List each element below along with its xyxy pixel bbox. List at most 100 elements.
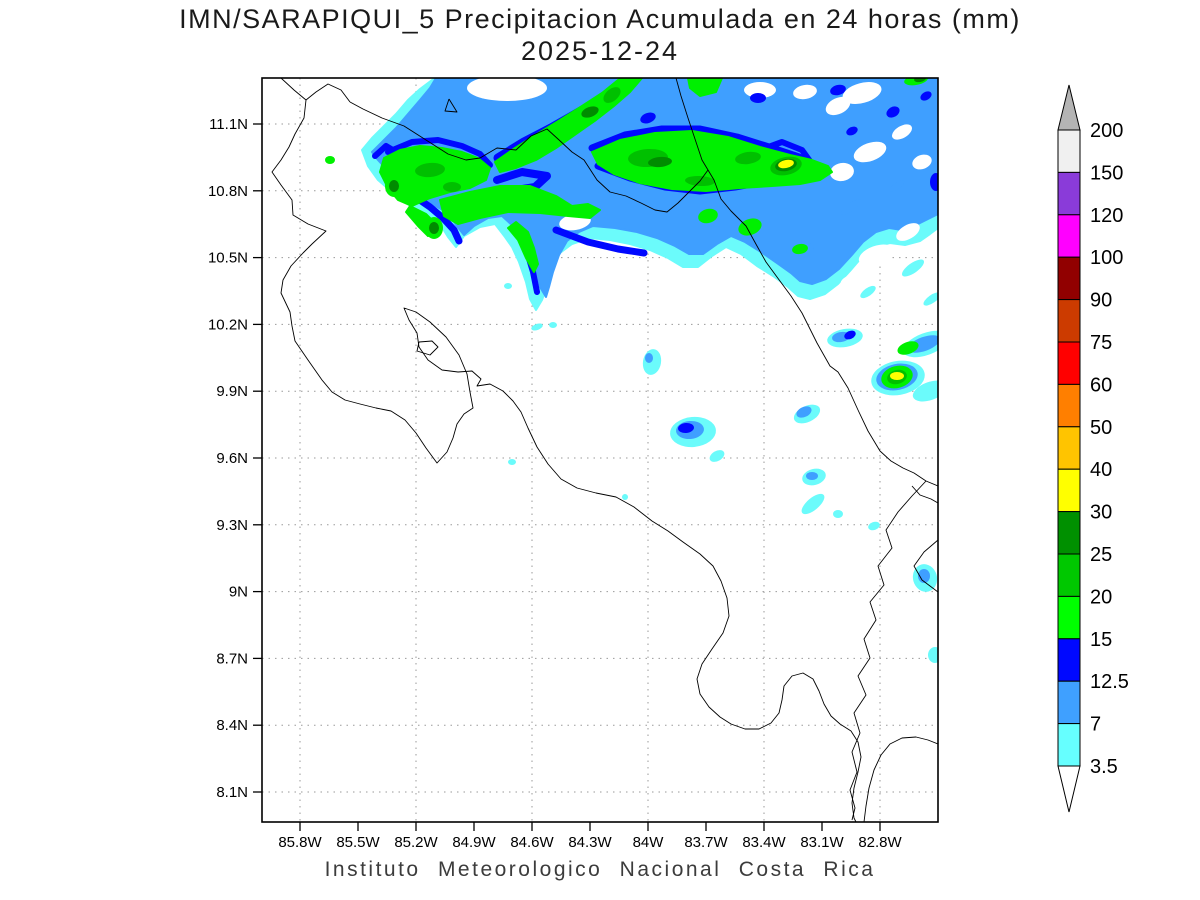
colorbar-label: 30: [1090, 502, 1112, 524]
colorbar-label: 90: [1090, 290, 1112, 312]
precip-blob-cyan: [622, 494, 628, 500]
colorbar-label: 15: [1090, 629, 1112, 651]
precip-blob-cyan: [801, 493, 825, 515]
precip-blob-cyan: [923, 292, 938, 306]
precip-blob-blue: [886, 106, 900, 118]
chiriqui-lagoon: [913, 539, 938, 593]
colorbar-arrow-bottom: [1057, 765, 1081, 813]
y-axis-label: 10.8N: [208, 183, 248, 200]
colorbar-label: 12.5: [1090, 671, 1129, 693]
precip-blob-green: [698, 208, 718, 224]
chira-island: [416, 340, 439, 356]
y-axis-label: 10.2N: [208, 316, 248, 333]
precip-blob-blue: [920, 91, 932, 101]
x-axis-label: 84W: [633, 834, 665, 851]
precip-blob-blue: [750, 93, 766, 103]
x-axis-label: 82.8W: [858, 834, 902, 851]
colorbar-box: [1057, 129, 1081, 173]
x-axis-label: 85.5W: [336, 834, 380, 851]
precip-blob-mgreen: [415, 162, 445, 178]
colorbar-label: 40: [1090, 459, 1112, 481]
pacific-coast-costa-rica: [271, 99, 862, 822]
colorbar-label: 3.5: [1090, 756, 1118, 778]
colorbar-box: [1057, 256, 1081, 301]
precip-blob-mgreen: [603, 87, 621, 103]
precip-blob-white: [842, 82, 882, 104]
precip-blob-blue: [844, 330, 856, 340]
precip-blob-white: [912, 154, 932, 170]
colorbar-box: [1057, 426, 1081, 470]
colorbar-box: [1057, 299, 1081, 343]
precip-region-green: [687, 78, 723, 97]
source-caption: Instituto Meteorologico Nacional Costa R…: [324, 858, 876, 881]
precip-blob-white: [896, 223, 920, 241]
precip-blob-green: [792, 243, 808, 255]
x-axis-label: 83.1W: [800, 834, 844, 851]
precip-blob-white: [840, 274, 862, 288]
y-axis-label: 9.9N: [216, 383, 248, 400]
precip-blob-mgreen: [735, 151, 761, 165]
precip-blob-cyan: [859, 233, 885, 253]
precip-blob-white: [830, 162, 854, 182]
burica-east-panama-coast: [863, 736, 938, 822]
colorbar-box: [1057, 171, 1081, 216]
precip-blob-cyan: [912, 380, 938, 402]
colorbar-label: 50: [1090, 417, 1112, 439]
precip-blob-blue: [830, 84, 846, 96]
nicaragua-border-lake-sanjuan: [349, 101, 709, 213]
colorbar-label: 200: [1090, 120, 1123, 142]
plot-date: 2025-12-24: [520, 36, 680, 66]
y-axis-label: 8.4N: [216, 717, 248, 734]
y-axis-label: 8.1N: [216, 784, 248, 801]
x-axis-label: 84.3W: [568, 834, 612, 851]
precip-blob-sky: [918, 569, 930, 583]
colorbar-box: [1057, 638, 1081, 682]
precip-blob-green: [325, 156, 335, 164]
precip-region-green: [591, 130, 833, 192]
colorbar-box: [1057, 383, 1081, 428]
precip-blob-dgreen: [389, 180, 399, 192]
y-axis-label: 10.5N: [208, 250, 248, 267]
colorbar-label: 120: [1090, 205, 1123, 227]
colorbar-arrow-top: [1057, 84, 1081, 131]
lake-island-triangle: [444, 98, 458, 113]
precip-blob-cyan: [928, 647, 938, 663]
plot-frame: [261, 77, 939, 823]
precip-blob-white: [853, 141, 887, 163]
precip-blob-cyan: [549, 322, 557, 328]
x-axis-label: 84.6W: [510, 834, 554, 851]
precip-blob-blue: [678, 422, 694, 434]
caribbean-coast: [675, 78, 938, 487]
y-axis-label: 8.7N: [216, 650, 248, 667]
nicaragua-pacific-coast: [280, 78, 351, 103]
precip-blob-dgreen: [429, 222, 439, 234]
precipitation-field: [271, 78, 938, 822]
precip-blob-cyan: [833, 510, 843, 518]
precip-blob-white: [825, 96, 851, 116]
x-axis-label: 84.9W: [452, 834, 496, 851]
precip-blob-cyan: [901, 259, 925, 277]
x-axis-label: 85.2W: [394, 834, 438, 851]
precip-region-green: [507, 221, 539, 273]
colorbar-label: 100: [1090, 247, 1123, 269]
precip-blob-white: [793, 84, 817, 100]
x-axis-label: 85.8W: [278, 834, 322, 851]
colorbar-label: 25: [1090, 544, 1112, 566]
y-axis-label: 9N: [229, 584, 248, 601]
precip-blob-cyan: [860, 285, 876, 299]
precip-blob-white: [892, 124, 912, 140]
colorbar-box: [1057, 553, 1081, 597]
precip-blob-green: [738, 218, 762, 236]
bocas-coast-detail: [911, 485, 938, 504]
y-axis-label: 9.6N: [216, 450, 248, 467]
precip-blob-white: [467, 78, 547, 101]
colorbar-label: 150: [1090, 162, 1123, 184]
colorbar-box: [1057, 723, 1081, 767]
precip-blob-dgreen: [914, 78, 926, 83]
precip-blob-dgreen: [648, 156, 672, 168]
x-axis-label: 83.4W: [742, 834, 786, 851]
precip-blob-green: [897, 341, 919, 355]
colorbar-label: 60: [1090, 374, 1112, 396]
colorbar-label: 75: [1090, 332, 1112, 354]
